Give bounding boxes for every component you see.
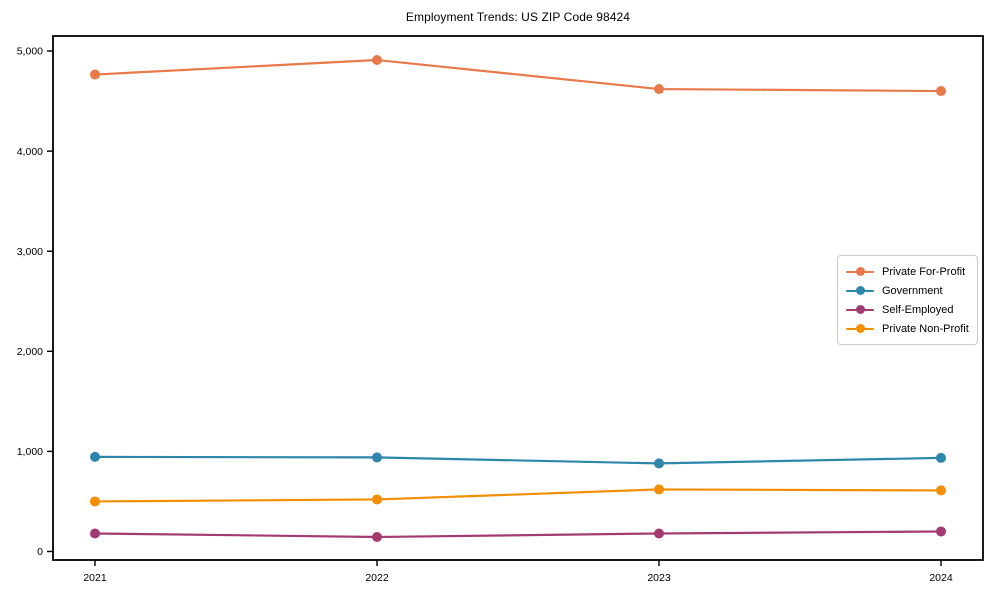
y-tick-label: 5,000 <box>17 46 43 58</box>
x-axis: 2021 2022 2023 2024 <box>83 560 953 584</box>
data-point-marker <box>372 452 382 463</box>
legend-label: Self-Employed <box>882 303 954 316</box>
legend-label: Private Non-Profit <box>882 322 969 335</box>
legend-line-marker-swatch <box>846 286 874 296</box>
x-tick-label: 2021 <box>83 572 107 584</box>
data-point-marker <box>654 484 664 495</box>
series-private-non-profit <box>90 484 946 507</box>
series-private-for-profit <box>90 55 946 97</box>
x-tick-label: 2024 <box>929 572 953 584</box>
axes-spines <box>52 35 984 561</box>
data-point-marker <box>90 496 100 507</box>
data-point-marker <box>90 528 100 539</box>
data-point-marker <box>936 452 946 463</box>
data-point-marker <box>372 494 382 505</box>
legend: Private For-Profit Government Self-Employe… <box>837 255 978 345</box>
data-point-marker <box>90 69 100 80</box>
data-point-marker <box>90 451 100 462</box>
legend-item: Private For-Profit <box>846 262 969 281</box>
legend-line-marker-swatch <box>846 324 874 334</box>
y-tick-label: 1,000 <box>17 446 43 458</box>
x-tick-label: 2023 <box>647 572 671 584</box>
x-tick-label: 2022 <box>365 572 389 584</box>
data-point-marker <box>936 485 946 496</box>
data-point-marker <box>654 458 664 469</box>
series-line <box>93 58 943 93</box>
y-tick-label: 3,000 <box>17 246 43 258</box>
chart-title: Employment Trends: US ZIP Code 98424 <box>405 10 631 24</box>
legend-item: Private Non-Profit <box>846 319 969 338</box>
data-point-marker <box>372 55 382 66</box>
legend-line-marker-swatch <box>846 267 874 277</box>
y-tick-label: 2,000 <box>17 346 43 358</box>
data-point-marker <box>372 531 382 542</box>
legend-label: Private For-Profit <box>882 265 966 278</box>
y-tick-label: 4,000 <box>17 146 43 158</box>
series-line <box>93 530 943 539</box>
y-axis: 0 1,000 2,000 3,000 4,000 5,000 <box>17 46 53 558</box>
data-point-marker <box>936 526 946 537</box>
legend-item: Self-Employed <box>846 300 969 319</box>
data-point-marker <box>936 86 946 97</box>
data-point-marker <box>654 528 664 539</box>
y-tick-label: 0 <box>37 546 43 558</box>
series-government <box>90 451 946 469</box>
data-point-marker <box>654 84 664 95</box>
legend-label: Government <box>882 284 943 297</box>
series-line <box>93 488 943 503</box>
legend-line-marker-swatch <box>846 305 874 315</box>
series-self-employed <box>90 526 946 542</box>
legend-item: Government <box>846 281 969 300</box>
series-line <box>93 455 943 465</box>
